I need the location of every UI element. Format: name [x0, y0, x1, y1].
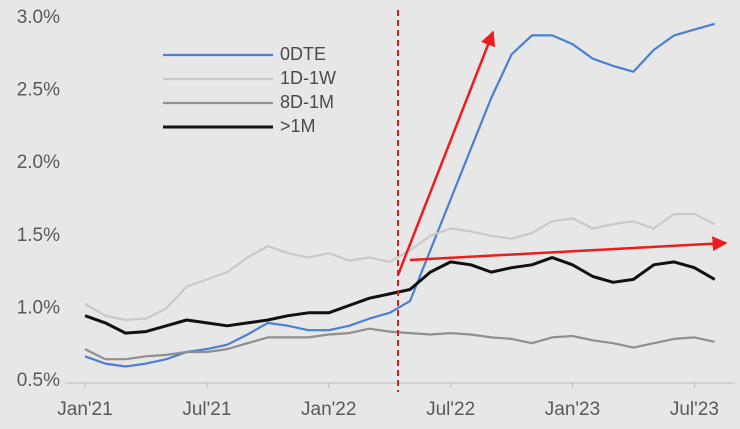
- x-tick-label: Jul'22: [426, 399, 475, 420]
- y-tick-label: 1.5%: [17, 225, 60, 246]
- lines: [84, 22, 716, 368]
- x-tick-label: Jul'21: [182, 399, 231, 420]
- y-tick-label: 1.0%: [17, 297, 60, 318]
- y-tick-label: 0.5%: [17, 370, 60, 391]
- x-tick-label: Jan'21: [57, 399, 112, 420]
- annotations: [396, 10, 728, 392]
- series-line: [84, 256, 716, 335]
- x-tick-label: Jan'23: [545, 399, 600, 420]
- legend-label: 1D-1W: [280, 68, 336, 88]
- series-line: [84, 212, 716, 322]
- series-line: [84, 22, 716, 368]
- axes: 0.5% 1.0% 1.5% 2.0% 2.5% 3.0% Jan'21 Jul'21 Jan'…: [17, 7, 735, 420]
- legend-label: >1M: [280, 116, 316, 136]
- y-tick-label: 3.0%: [17, 7, 60, 28]
- legend-label: 0DTE: [280, 44, 326, 64]
- series-line: [84, 327, 715, 361]
- x-tick-label: Jul'23: [670, 399, 719, 420]
- y-tick-label: 2.0%: [17, 152, 60, 173]
- arrow: [409, 236, 728, 262]
- legend: 0DTE 1D-1W 8D-1M >1M: [163, 44, 336, 136]
- x-tick-label: Jan'22: [301, 399, 356, 420]
- arrow: [396, 30, 496, 276]
- y-tick-label: 2.5%: [17, 80, 60, 101]
- legend-label: 8D-1M: [280, 92, 334, 112]
